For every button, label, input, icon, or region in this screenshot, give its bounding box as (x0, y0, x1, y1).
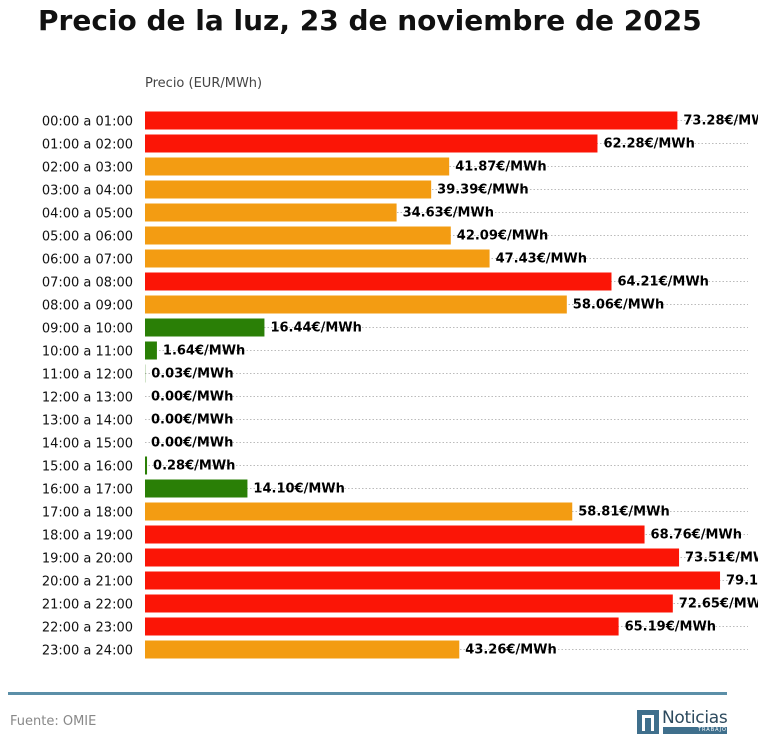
value-label: 0.00€/MWh (151, 413, 233, 428)
category-label: 06:00 a 07:00 (42, 253, 133, 268)
value-label: 41.87€/MWh (455, 160, 546, 175)
bar (145, 111, 678, 130)
bar (145, 456, 148, 475)
category-label: 03:00 a 04:00 (42, 184, 133, 199)
logo-subtitle: TRABAJO (663, 727, 727, 734)
value-label: 42.09€/MWh (457, 229, 548, 244)
logo-mark-icon (637, 710, 659, 734)
category-label: 17:00 a 18:00 (42, 506, 133, 521)
category-label: 04:00 a 05:00 (42, 207, 133, 222)
category-label: 11:00 a 12:00 (42, 368, 133, 383)
bar-chart: Precio (EUR/MWh) 00:00 a 01:00 01:00 a 02… (42, 76, 758, 659)
value-label: 14.10€/MWh (253, 482, 344, 497)
category-label: 18:00 a 19:00 (42, 529, 133, 544)
category-label: 09:00 a 10:00 (42, 322, 133, 337)
value-label: 1.64€/MWh (163, 344, 245, 359)
brand-logo: Noticias TRABAJO (637, 708, 732, 735)
value-label: 16.44€/MWh (270, 321, 361, 336)
bar (145, 249, 490, 268)
value-label: 0.03€/MWh (151, 367, 233, 382)
bar (145, 548, 680, 567)
category-label: 19:00 a 20:00 (42, 552, 133, 567)
bar (145, 571, 721, 590)
value-label: 58.81€/MWh (578, 505, 669, 520)
value-label: 0.28€/MWh (153, 459, 235, 474)
category-label: 08:00 a 09:00 (42, 299, 133, 314)
bar (145, 180, 432, 199)
axis-label: Precio (EUR/MWh) (145, 76, 262, 91)
value-label: 68.76€/MWh (651, 528, 742, 543)
category-label: 14:00 a 15:00 (42, 437, 133, 452)
logo-wordmark: Noticias (662, 708, 728, 728)
value-label: 0.00€/MWh (151, 436, 233, 451)
category-label: 23:00 a 24:00 (42, 644, 133, 659)
value-label: 64.21€/MWh (617, 275, 708, 290)
category-label: 20:00 a 21:00 (42, 575, 133, 590)
value-label: 43.26€/MWh (465, 643, 556, 658)
bar (145, 502, 573, 521)
bar (145, 318, 265, 337)
bar (145, 479, 248, 498)
value-label: 47.43€/MWh (496, 252, 587, 267)
category-label: 22:00 a 23:00 (42, 621, 133, 636)
value-label: 58.06€/MWh (573, 298, 664, 313)
category-label: 00:00 a 01:00 (42, 115, 133, 130)
source-note: Fuente: OMIE (10, 714, 97, 729)
bar (145, 272, 612, 291)
bar (145, 640, 460, 659)
category-label: 10:00 a 11:00 (42, 345, 133, 360)
bars (145, 111, 721, 659)
category-label: 16:00 a 17:00 (42, 483, 133, 498)
bar (145, 134, 598, 153)
value-label: 0.00€/MWh (151, 390, 233, 405)
bar (145, 295, 567, 314)
bar (145, 617, 619, 636)
category-label: 15:00 a 16:00 (42, 460, 133, 475)
value-label: 62.28€/MWh (603, 137, 694, 152)
category-label: 05:00 a 06:00 (42, 230, 133, 245)
category-label: 12:00 a 13:00 (42, 391, 133, 406)
chart-title: Precio de la luz, 23 de noviembre de 202… (38, 4, 702, 37)
bar (145, 341, 157, 360)
bar (145, 226, 451, 245)
value-label: 34.63€/MWh (403, 206, 494, 221)
category-label: 21:00 a 22:00 (42, 598, 133, 613)
value-label: 72.65€/MWh (679, 597, 758, 612)
value-label: 79.15€/MWh (726, 574, 758, 589)
value-label: 73.28€/MWh (683, 114, 758, 129)
value-labels: 73.28€/MWh 62.28€/MWh 41.87€/MWh 39.39€/MWh… (151, 114, 758, 658)
bar (145, 203, 397, 222)
category-labels: 00:00 a 01:00 01:00 a 02:00 02:00 a 03:00 0… (42, 115, 133, 659)
bar (145, 157, 450, 176)
bar (145, 525, 645, 544)
gridlines (145, 120, 748, 650)
category-label: 01:00 a 02:00 (42, 138, 133, 153)
value-label: 65.19€/MWh (625, 620, 716, 635)
bar (145, 594, 673, 613)
value-label: 39.39€/MWh (437, 183, 528, 198)
value-label: 73.51€/MWh (685, 551, 758, 566)
category-label: 02:00 a 03:00 (42, 161, 133, 176)
category-label: 07:00 a 08:00 (42, 276, 133, 291)
footer-divider (8, 692, 727, 695)
category-label: 13:00 a 14:00 (42, 414, 133, 429)
